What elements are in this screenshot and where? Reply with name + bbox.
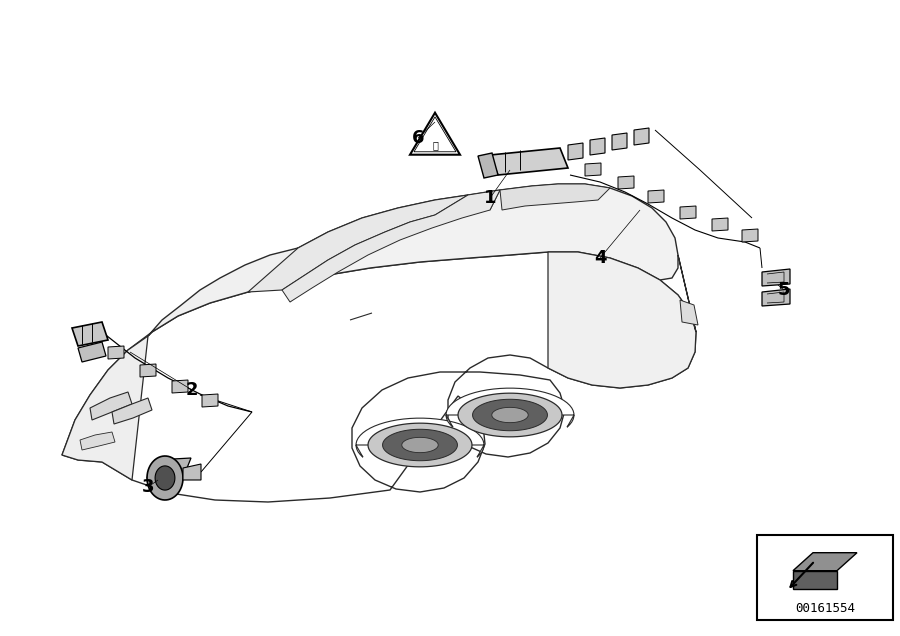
Polygon shape [548, 252, 696, 388]
Polygon shape [72, 322, 108, 346]
Polygon shape [410, 113, 460, 155]
Polygon shape [382, 429, 457, 460]
Text: 5: 5 [778, 281, 790, 299]
Polygon shape [62, 336, 148, 480]
Text: 3: 3 [142, 478, 154, 496]
Bar [757, 535, 893, 620]
Polygon shape [590, 138, 605, 155]
Polygon shape [680, 300, 698, 325]
Text: 🚗: 🚗 [432, 140, 438, 150]
Polygon shape [368, 423, 472, 467]
Polygon shape [472, 399, 547, 431]
Text: 1: 1 [484, 189, 496, 207]
Polygon shape [80, 432, 115, 450]
Polygon shape [248, 184, 678, 292]
Polygon shape [282, 190, 500, 302]
Polygon shape [762, 289, 790, 306]
Polygon shape [634, 128, 649, 145]
Polygon shape [793, 553, 857, 570]
Polygon shape [742, 229, 758, 242]
Polygon shape [62, 252, 696, 502]
Polygon shape [648, 190, 664, 203]
Polygon shape [202, 394, 218, 407]
Polygon shape [680, 206, 696, 219]
Polygon shape [712, 218, 728, 231]
Polygon shape [112, 398, 152, 424]
Polygon shape [78, 342, 106, 362]
Polygon shape [147, 456, 183, 500]
Polygon shape [618, 176, 634, 189]
Polygon shape [612, 133, 627, 150]
Polygon shape [793, 570, 837, 589]
Polygon shape [183, 464, 201, 480]
Polygon shape [155, 466, 175, 490]
Polygon shape [147, 458, 191, 478]
Polygon shape [585, 163, 601, 176]
Polygon shape [500, 184, 610, 210]
Polygon shape [458, 393, 562, 437]
Polygon shape [90, 392, 132, 420]
Polygon shape [401, 438, 438, 453]
Polygon shape [248, 195, 468, 292]
Polygon shape [568, 143, 583, 160]
Polygon shape [140, 364, 156, 377]
Polygon shape [478, 153, 498, 178]
Text: 2: 2 [185, 381, 198, 399]
Polygon shape [490, 148, 568, 175]
Polygon shape [356, 418, 484, 457]
Polygon shape [491, 407, 528, 423]
Polygon shape [762, 269, 790, 286]
Text: 00161554: 00161554 [795, 602, 855, 614]
Text: 6: 6 [412, 129, 424, 147]
Polygon shape [108, 346, 124, 359]
Polygon shape [446, 388, 574, 427]
Text: 4: 4 [594, 249, 607, 267]
Polygon shape [148, 248, 310, 336]
Polygon shape [172, 380, 188, 393]
